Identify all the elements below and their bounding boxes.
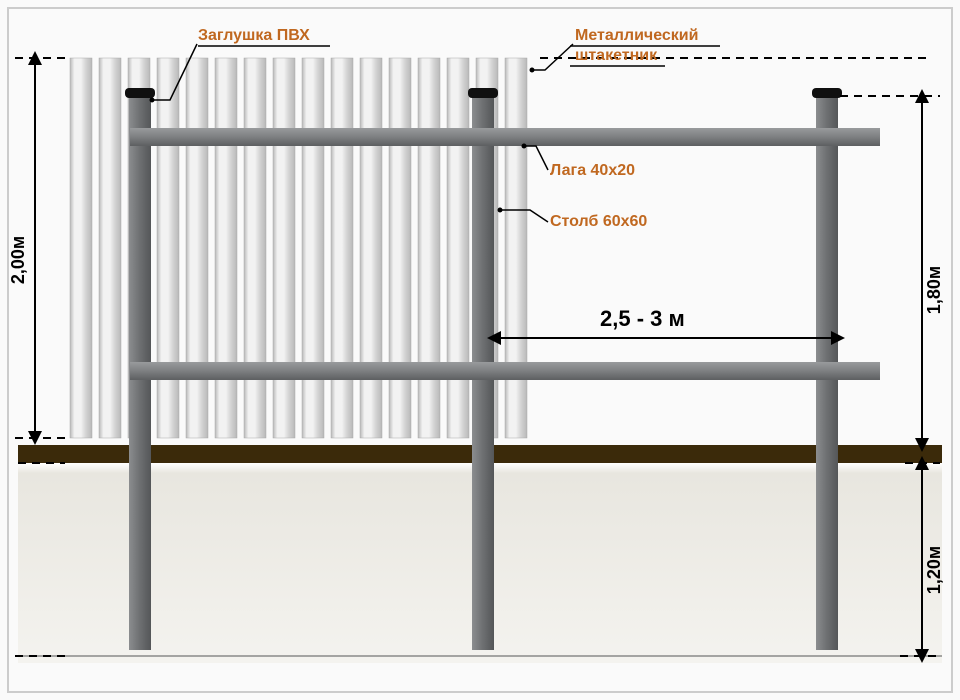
post-cap bbox=[812, 88, 842, 98]
label-cap: Заглушка ПВХ bbox=[198, 27, 310, 44]
post-cap bbox=[468, 88, 498, 98]
rail bbox=[130, 128, 880, 146]
picket bbox=[273, 58, 295, 438]
dim-span-label: 2,5 - 3 м bbox=[600, 306, 685, 331]
rail bbox=[130, 362, 880, 380]
picket bbox=[70, 58, 92, 438]
label-rail: Лага 40х20 bbox=[550, 162, 635, 179]
picket bbox=[447, 58, 469, 438]
picket bbox=[157, 58, 179, 438]
picket bbox=[331, 58, 353, 438]
picket bbox=[418, 58, 440, 438]
dim-label: 1,20м bbox=[924, 546, 944, 594]
label-picket-2: штакетник bbox=[575, 47, 658, 64]
picket bbox=[360, 58, 382, 438]
post-cap bbox=[125, 88, 155, 98]
picket bbox=[186, 58, 208, 438]
picket bbox=[244, 58, 266, 438]
label-picket: Металлический bbox=[575, 27, 698, 44]
dim-label: 1,80м bbox=[924, 266, 944, 314]
picket bbox=[215, 58, 237, 438]
picket bbox=[505, 58, 527, 438]
dim-label: 2,00м bbox=[8, 236, 28, 284]
label-post: Столб 60х60 bbox=[550, 213, 647, 230]
picket bbox=[99, 58, 121, 438]
picket bbox=[302, 58, 324, 438]
picket bbox=[389, 58, 411, 438]
